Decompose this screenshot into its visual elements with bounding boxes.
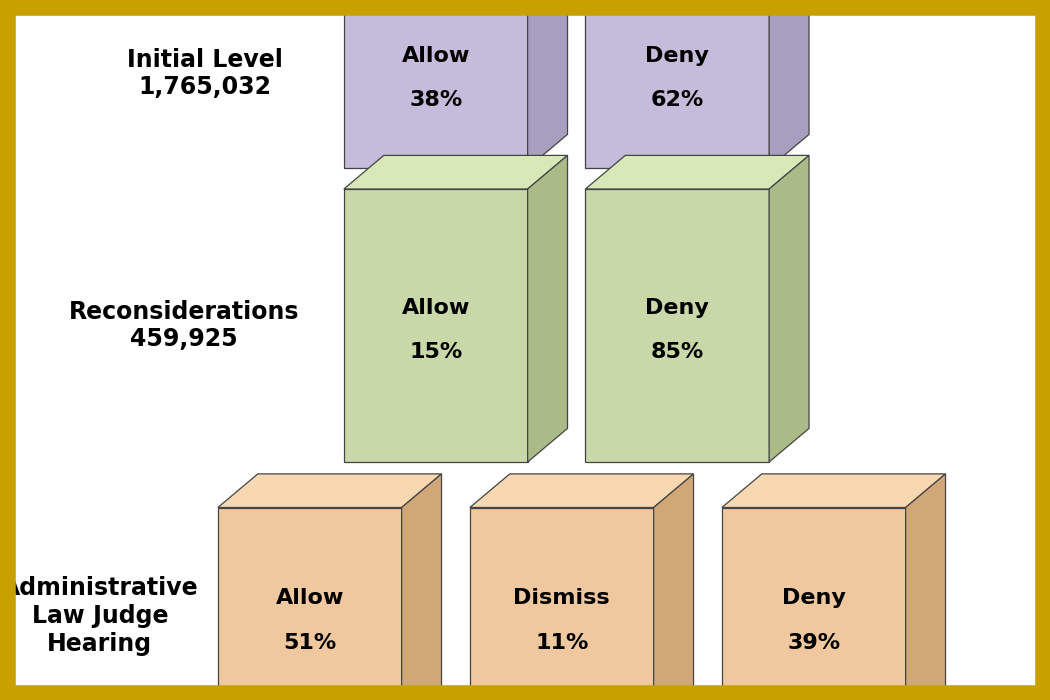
Text: Allow: Allow: [401, 298, 470, 318]
Text: Deny: Deny: [782, 589, 845, 608]
Polygon shape: [586, 155, 810, 189]
Text: 85%: 85%: [651, 342, 704, 362]
Polygon shape: [344, 155, 567, 189]
Polygon shape: [722, 508, 905, 700]
Polygon shape: [470, 508, 653, 700]
Text: Allow: Allow: [401, 46, 470, 66]
Polygon shape: [653, 474, 694, 700]
Text: Dismiss: Dismiss: [513, 589, 610, 608]
Text: 38%: 38%: [410, 90, 462, 110]
Polygon shape: [527, 155, 567, 462]
Polygon shape: [218, 474, 441, 508]
Polygon shape: [344, 0, 527, 168]
Polygon shape: [586, 189, 769, 462]
Text: 11%: 11%: [536, 633, 588, 652]
Text: 62%: 62%: [651, 90, 704, 110]
Polygon shape: [769, 155, 810, 462]
Polygon shape: [344, 189, 527, 462]
Text: Allow: Allow: [275, 589, 344, 608]
Polygon shape: [586, 0, 769, 168]
Text: 39%: 39%: [788, 633, 840, 652]
Text: Initial Level
1,765,032: Initial Level 1,765,032: [127, 48, 282, 99]
Text: Administrative
Law Judge
Hearing: Administrative Law Judge Hearing: [1, 576, 198, 656]
Polygon shape: [401, 474, 441, 700]
Polygon shape: [470, 474, 694, 508]
Polygon shape: [769, 0, 810, 168]
Text: 15%: 15%: [410, 342, 462, 362]
Polygon shape: [722, 474, 946, 508]
Text: Deny: Deny: [646, 46, 709, 66]
Polygon shape: [527, 0, 567, 168]
Polygon shape: [218, 508, 401, 700]
Text: 51%: 51%: [284, 633, 336, 652]
Text: Deny: Deny: [646, 298, 709, 318]
Text: Reconsiderations
459,925: Reconsiderations 459,925: [68, 300, 299, 351]
Polygon shape: [905, 474, 946, 700]
